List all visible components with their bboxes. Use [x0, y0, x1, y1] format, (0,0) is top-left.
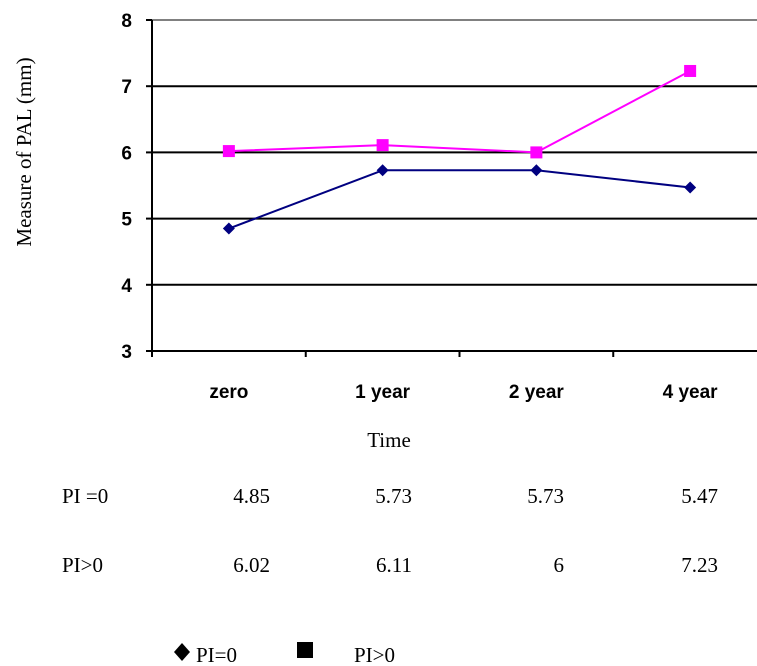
series-1-point-3	[684, 64, 697, 77]
table-row-label-1: PI>0	[62, 553, 103, 577]
y-tick-label-5: 5	[121, 210, 132, 231]
x-tick-label-3: 4 year	[663, 382, 719, 403]
legend-label-1: PI>0	[354, 643, 395, 666]
y-tick-labels: 3 4 5 6 7 8	[121, 11, 132, 363]
x-tick-label-0: zero	[209, 382, 248, 403]
x-tick-labels: zero 1 year 2 year 4 year	[209, 382, 718, 403]
table-cell-1-1: 6.11	[376, 553, 412, 577]
table-cell-0-0: 4.85	[233, 484, 270, 508]
gridlines	[152, 19, 757, 286]
y-tick-label-6: 6	[121, 143, 132, 164]
legend: PI=0 PI>0	[174, 642, 395, 666]
axes	[146, 19, 757, 357]
series-0-point-3	[684, 181, 697, 194]
series-0-point-2	[530, 164, 543, 177]
series-1-point-1	[376, 139, 389, 152]
y-tick-label-8: 8	[121, 11, 132, 32]
legend-marker-diamond	[174, 643, 190, 661]
series-1-point-0	[222, 145, 235, 158]
series-1-point-2	[530, 146, 543, 159]
y-tick-label-7: 7	[121, 77, 132, 98]
table-cell-1-2: 6	[554, 553, 565, 577]
x-axis-label: Time	[367, 428, 411, 452]
table-cell-0-1: 5.73	[375, 484, 412, 508]
y-tick-label-3: 3	[121, 342, 132, 363]
series-1	[222, 64, 697, 159]
legend-label-0: PI=0	[196, 643, 237, 666]
y-axis-label: Measure of PAL (mm)	[12, 57, 36, 246]
series-0-point-0	[222, 222, 235, 235]
series-1-line	[228, 70, 691, 154]
y-tick-label-4: 4	[121, 276, 132, 297]
data-table: PI =0 4.85 5.73 5.73 5.47 PI>0 6.02 6.11 6 7.23	[62, 484, 718, 577]
x-tick-label-1: 1 year	[355, 382, 411, 403]
legend-marker-square	[297, 642, 313, 658]
series-0-line	[228, 169, 691, 230]
x-tick-label-2: 2 year	[509, 382, 565, 403]
table-cell-0-3: 5.47	[681, 484, 718, 508]
series-0	[222, 164, 697, 235]
table-cell-0-2: 5.73	[527, 484, 564, 508]
table-cell-1-0: 6.02	[233, 553, 270, 577]
table-row-label-0: PI =0	[62, 484, 108, 508]
series	[222, 64, 697, 235]
series-0-point-1	[376, 164, 389, 177]
table-cell-1-3: 7.23	[681, 553, 718, 577]
